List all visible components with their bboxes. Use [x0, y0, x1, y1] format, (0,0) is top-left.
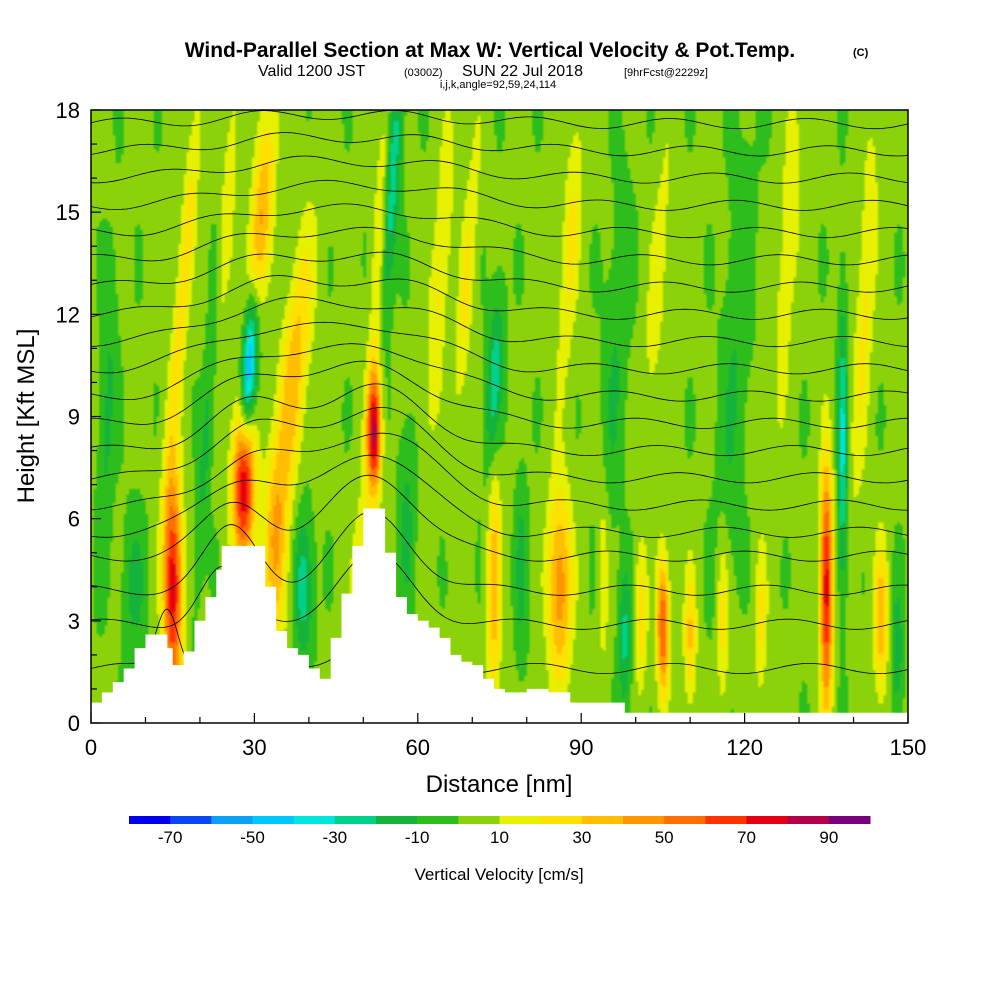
x-tick-label: 90 [569, 735, 593, 760]
x-tick-label: 150 [890, 735, 927, 760]
colorbar-tick-label: -70 [158, 828, 183, 847]
colorbar-bin [787, 816, 830, 824]
colorbar-bin [664, 816, 706, 824]
plot-area [91, 110, 908, 723]
colorbar-bin [828, 816, 871, 824]
theta-contour [91, 432, 908, 511]
valid-prefix: Valid 1200 JST [258, 63, 366, 80]
y-tick-label: 9 [68, 405, 80, 430]
theta-contour [91, 407, 908, 484]
copyright-mark: (C) [853, 47, 869, 59]
valid-date: SUN 22 Jul 2018 [462, 63, 583, 80]
colorbar-bin [458, 816, 500, 824]
y-axis-label: Height [Kft MSL] [13, 329, 40, 504]
colorbar-bin [170, 816, 212, 824]
colorbar-tick-label: 30 [572, 828, 591, 847]
chart-title: Wind-Parallel Section at Max W: Vertical… [185, 39, 796, 62]
y-tick-label: 0 [68, 711, 80, 736]
colorbar-bin [499, 816, 542, 824]
colorbar [129, 816, 871, 824]
y-tick-label: 6 [68, 507, 80, 532]
x-tick-label: 0 [85, 735, 97, 760]
x-axis-label: Distance [nm] [426, 771, 573, 798]
colorbar-bin [540, 816, 583, 824]
theta-contour [91, 511, 908, 596]
colorbar-bin [417, 816, 459, 824]
colorbar-tick-label: 90 [819, 828, 838, 847]
potential-temperature-contours [91, 110, 908, 674]
theta-contour [91, 383, 908, 457]
theta-contour [91, 179, 908, 211]
theta-contour [91, 474, 908, 562]
colorbar-bin [581, 816, 624, 824]
theta-contour [91, 343, 908, 402]
y-axis: 0 3 6 9 12 15 18 [56, 98, 101, 736]
theta-contour [91, 226, 908, 266]
colorbar-label: Vertical Velocity [cm/s] [414, 865, 583, 884]
theta-contour [91, 203, 908, 239]
x-tick-label: 30 [242, 735, 266, 760]
colorbar-bin [746, 816, 789, 824]
theta-contour [91, 296, 908, 348]
x-tick-label: 120 [726, 735, 763, 760]
colorbar-bin [334, 816, 377, 824]
y-tick-label: 3 [68, 609, 80, 634]
colorbar-tick-label: 50 [655, 828, 674, 847]
x-axis: 0 30 60 90 120 150 [85, 713, 926, 760]
colorbar-bin [252, 816, 295, 824]
colorbar-bin [623, 816, 665, 824]
theta-contour [91, 110, 908, 130]
theta-contour [91, 251, 908, 293]
theta-contour [91, 321, 908, 375]
colorbar-bin [705, 816, 747, 824]
theta-contour [91, 155, 908, 184]
colorbar-tick-label: -30 [323, 828, 348, 847]
theta-contour [91, 360, 908, 429]
y-tick-label: 12 [56, 302, 80, 327]
theta-contour [91, 454, 908, 538]
theta-contour [91, 132, 908, 157]
colorbar-tick-label: -50 [240, 828, 265, 847]
colorbar-tick-label: -10 [405, 828, 430, 847]
x-tick-label: 60 [406, 735, 430, 760]
colorbar-bin [129, 816, 171, 824]
colorbar-tick-label: 70 [737, 828, 756, 847]
colorbar-bin [376, 816, 418, 824]
terrain [91, 508, 908, 723]
y-tick-label: 18 [56, 98, 80, 123]
forecast-label: [9hrFcst@2229z] [624, 67, 708, 79]
colorbar-tick-label: 10 [490, 828, 509, 847]
colorbar-bin [293, 816, 336, 824]
colorbar-ticks: -70 -50 -30 -10 10 30 50 70 90 [158, 828, 838, 847]
theta-contour [91, 275, 908, 320]
colorbar-bin [211, 816, 253, 824]
y-tick-label: 15 [56, 200, 80, 225]
grid-indices: i,j,k,angle=92,59,24,114 [440, 79, 556, 91]
valid-zulu: (0300Z) [404, 67, 443, 79]
